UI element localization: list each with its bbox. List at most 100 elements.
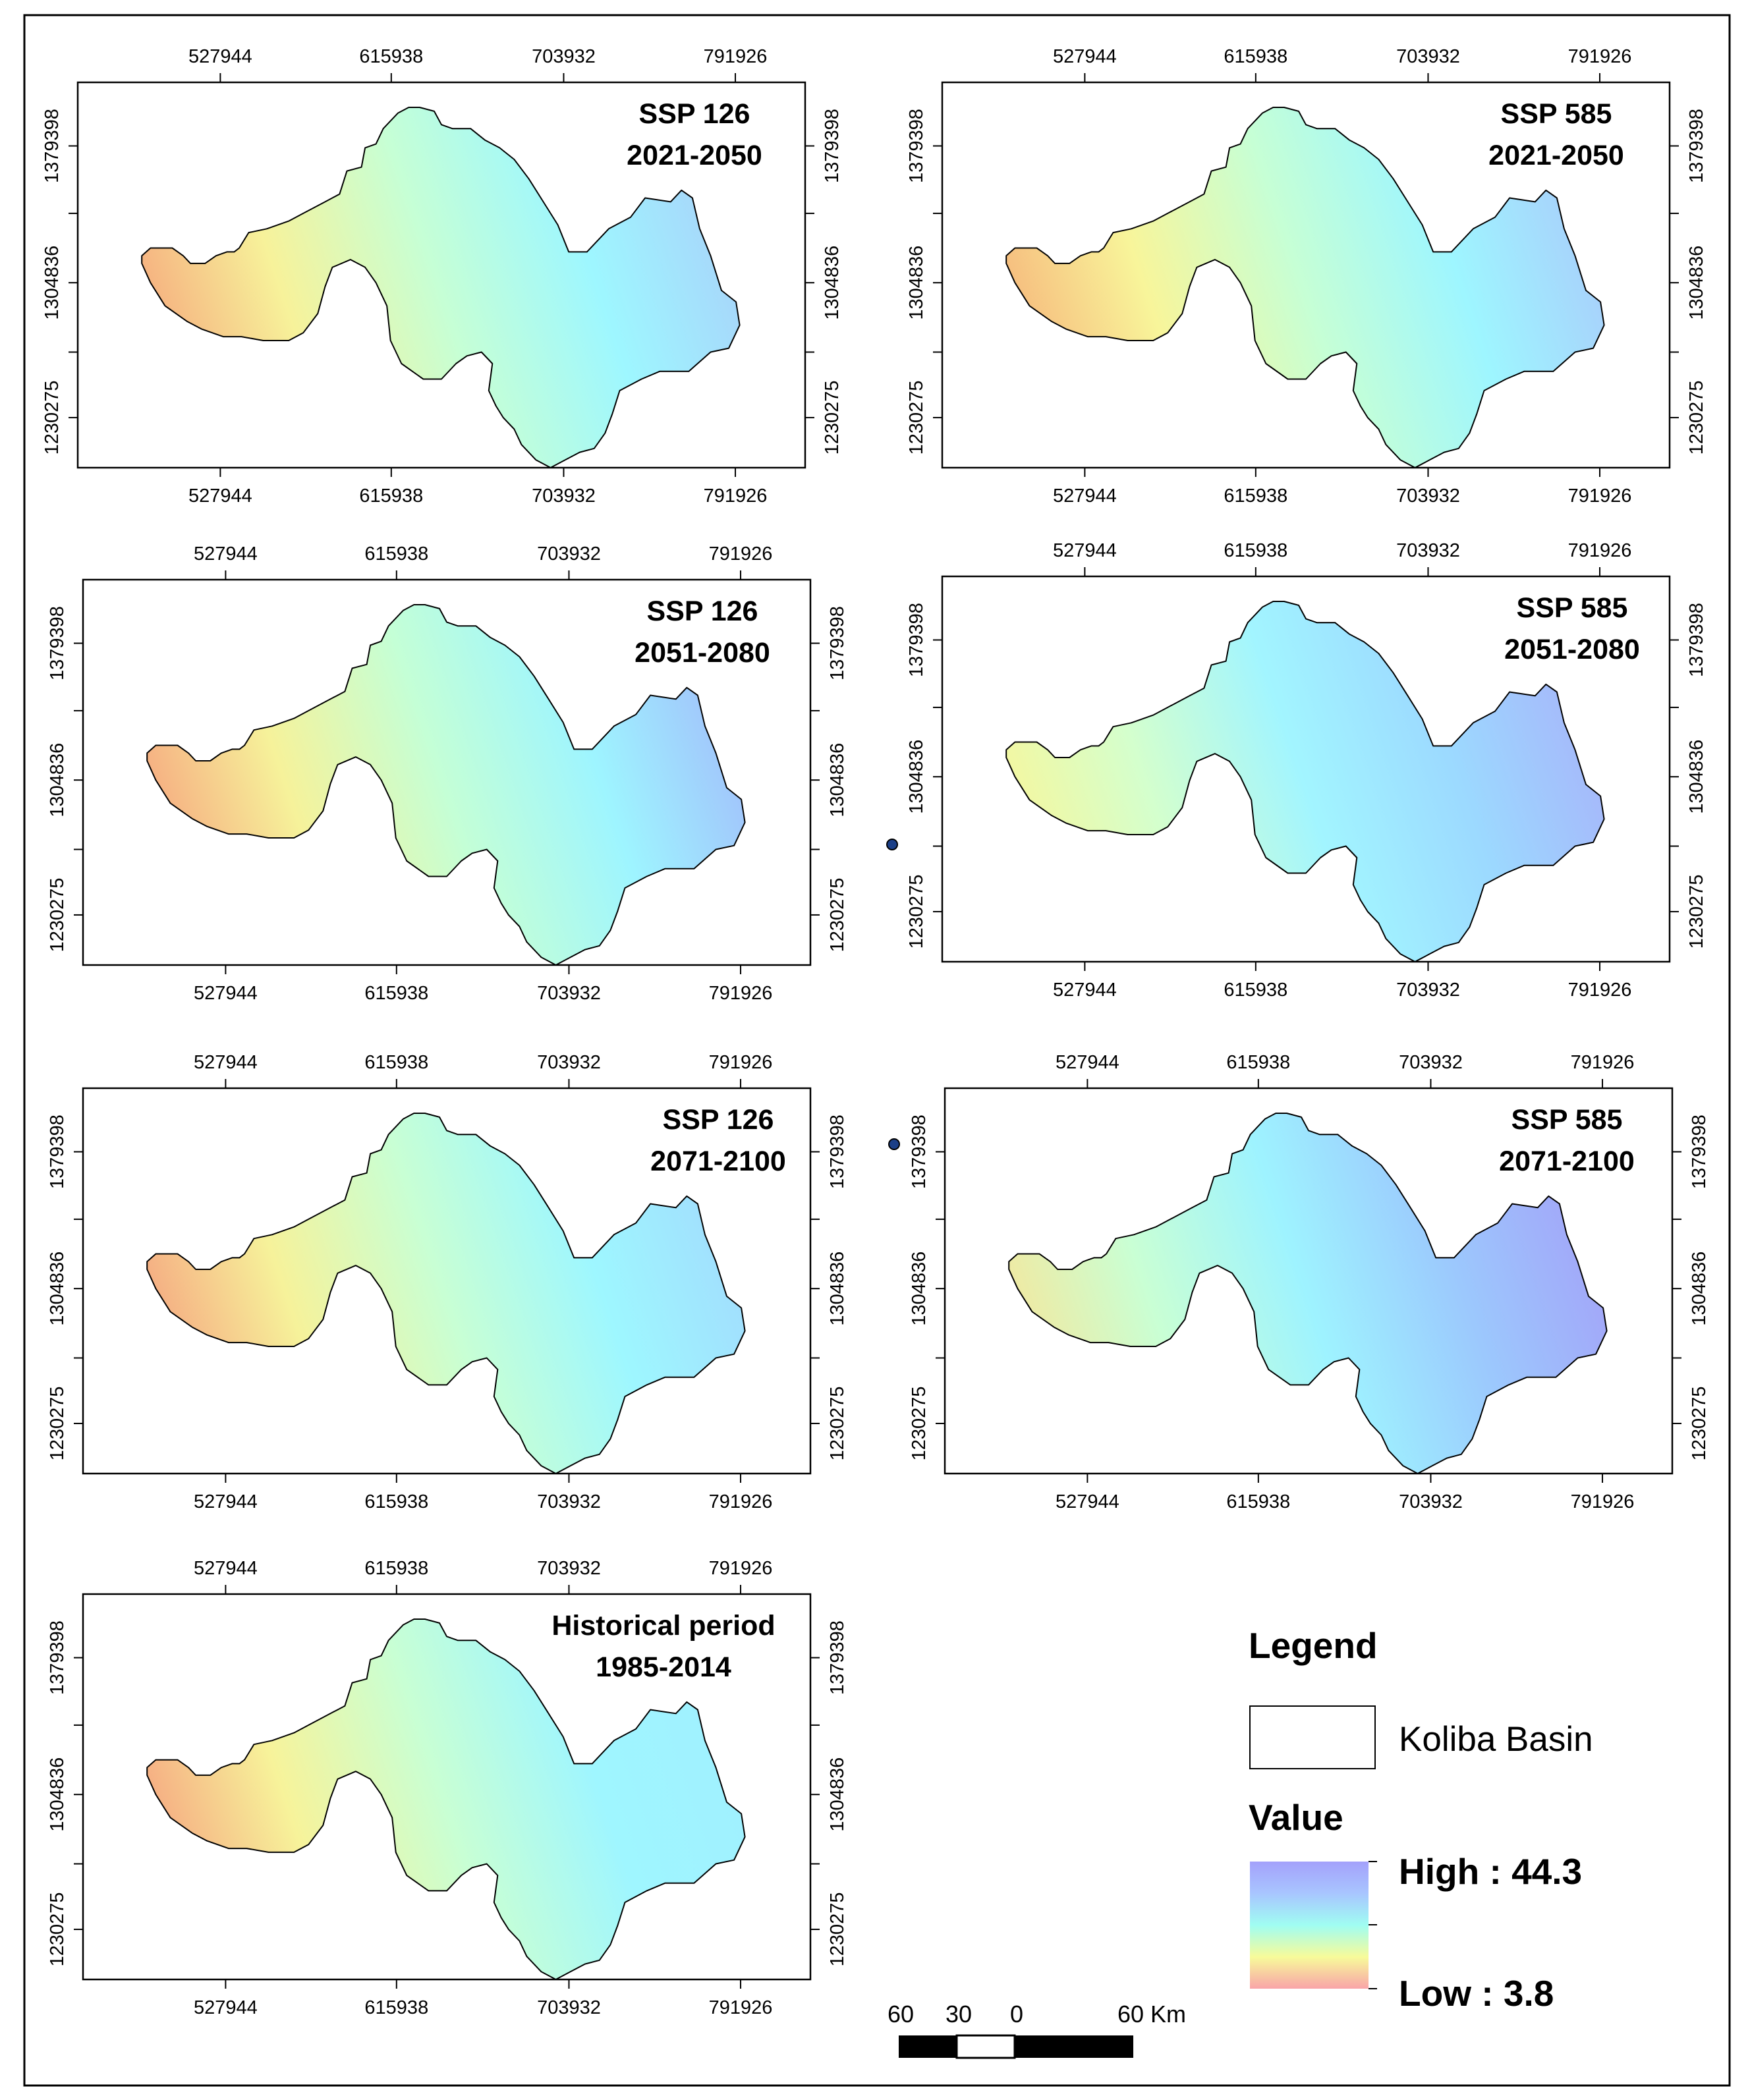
x-tick-label-bottom: 791926 (709, 1491, 773, 1512)
x-tick-label-bottom: 615938 (1224, 980, 1287, 1001)
panel-scenario-title: Historical period (551, 1610, 775, 1642)
panel-period-title: 2071-2100 (1499, 1146, 1635, 1177)
panel-scenario-title: SSP 585 (1517, 592, 1628, 624)
x-tick-label-bottom: 703932 (532, 485, 596, 507)
figure-border (23, 14, 1731, 2087)
x-tick-label-top: 615938 (364, 543, 428, 565)
scale-bar: 60 30 0 60 Km (888, 2001, 1186, 2059)
x-tick-label-bottom: 791926 (704, 485, 768, 507)
x-tick-label-top: 527944 (1056, 1052, 1119, 1073)
y-tick-label-right: 1230275 (1686, 380, 1707, 455)
x-tick-label-top: 791926 (1571, 1052, 1635, 1073)
x-tick-label-top: 527944 (194, 543, 258, 565)
x-tick-label-bottom: 703932 (1396, 980, 1460, 1001)
x-tick-label-top: 791926 (709, 1558, 773, 1579)
x-tick-label-top: 527944 (1053, 540, 1117, 561)
y-tick-label-left: 1230275 (42, 380, 63, 455)
x-tick-label-top: 703932 (532, 46, 596, 67)
panel-scenario-title: SSP 126 (647, 595, 758, 627)
legend-color-ramp (1250, 1862, 1369, 1989)
x-tick-label-bottom: 527944 (194, 1491, 258, 1512)
y-tick-label-right: 1379398 (827, 1115, 848, 1189)
x-tick-label-top: 527944 (188, 46, 252, 67)
x-tick-label-bottom: 527944 (194, 983, 258, 1004)
koliba-basin-shape (1005, 107, 1605, 468)
y-tick-label-left: 1379398 (909, 1115, 930, 1189)
y-tick-label-right: 1230275 (827, 1892, 848, 1966)
koliba-basin-shape (1005, 601, 1605, 962)
y-tick-label-left: 1304836 (42, 246, 63, 320)
y-tick-label-right: 1230275 (827, 877, 848, 952)
y-tick-label-left: 1230275 (906, 380, 927, 455)
x-tick-label-top: 615938 (364, 1052, 428, 1073)
y-tick-label-right: 1304836 (827, 1252, 848, 1326)
y-tick-label-right: 1379398 (1689, 1115, 1710, 1189)
x-tick-label-top: 615938 (364, 1558, 428, 1579)
y-tick-label-right: 1304836 (822, 246, 843, 320)
y-tick-label-right: 1304836 (1689, 1252, 1710, 1326)
x-tick-label-top: 791926 (1568, 46, 1632, 67)
panel-period-title: 2021-2050 (1488, 140, 1624, 171)
x-tick-label-bottom: 527944 (1053, 980, 1117, 1001)
x-tick-label-bottom: 791926 (709, 983, 773, 1004)
x-tick-label-bottom: 703932 (1399, 1491, 1463, 1512)
koliba-basin-shape (146, 1113, 746, 1474)
x-tick-label-top: 703932 (1396, 46, 1460, 67)
y-tick-label-left: 1304836 (909, 1252, 930, 1326)
y-tick-label-right: 1304836 (827, 1757, 848, 1832)
y-tick-label-left: 1230275 (906, 874, 927, 949)
panel-scenario-title: SSP 126 (639, 98, 750, 130)
x-tick-label-bottom: 615938 (364, 983, 428, 1004)
koliba-basin-shape (1008, 1113, 1608, 1474)
x-tick-label-top: 703932 (1399, 1052, 1463, 1073)
x-tick-label-top: 615938 (1224, 540, 1287, 561)
map-panel-7: 527944 527944 615938 615938 703932 703932 7919… (47, 1558, 848, 2018)
panel-period-title: 2051-2080 (635, 637, 770, 669)
y-tick-label-left: 1304836 (47, 743, 68, 817)
y-tick-label-right: 1379398 (827, 606, 848, 680)
legend-high-label: High : 44.3 (1399, 1851, 1582, 1892)
panel-period-title: 2051-2080 (1504, 634, 1640, 665)
x-tick-label-bottom: 615938 (1226, 1491, 1290, 1512)
legend-basin-label: Koliba Basin (1399, 1720, 1593, 1759)
x-tick-label-bottom: 791926 (1571, 1491, 1635, 1512)
y-tick-label-right: 1304836 (827, 743, 848, 817)
panel-period-title: 2071-2100 (650, 1146, 786, 1177)
y-tick-label-left: 1230275 (47, 1386, 68, 1460)
x-tick-label-bottom: 527944 (194, 1997, 258, 2018)
scale-label-km: 60 Km (1117, 2001, 1186, 2028)
x-tick-label-top: 703932 (537, 1558, 601, 1579)
x-tick-label-top: 527944 (194, 1558, 258, 1579)
scale-label-0: 0 (1010, 2001, 1023, 2028)
map-panel-3: 527944 527944 615938 615938 703932 703932 7919… (47, 543, 848, 1004)
y-tick-label-left: 1230275 (909, 1386, 930, 1460)
y-tick-label-right: 1304836 (1686, 740, 1707, 814)
x-tick-label-bottom: 703932 (537, 983, 601, 1004)
x-tick-label-top: 703932 (537, 1052, 601, 1073)
map-panel-6: 527944 527944 615938 615938 703932 703932 7919… (909, 1052, 1710, 1512)
y-tick-label-right: 1379398 (1686, 109, 1707, 183)
legend: Legend Koliba Basin Value High : 44.3 Lo… (1249, 1625, 1593, 2014)
x-tick-label-bottom: 527944 (1053, 485, 1117, 507)
legend-title: Legend (1249, 1625, 1378, 1666)
x-tick-label-top: 615938 (1224, 46, 1287, 67)
y-tick-label-left: 1230275 (47, 877, 68, 952)
y-tick-label-left: 1379398 (47, 1620, 68, 1695)
panel-scenario-title: SSP 585 (1511, 1104, 1623, 1136)
x-tick-label-top: 615938 (359, 46, 423, 67)
map-panel-2: 527944 527944 615938 615938 703932 703932 7919… (906, 46, 1707, 507)
y-tick-label-left: 1304836 (47, 1757, 68, 1832)
y-tick-label-right: 1379398 (822, 109, 843, 183)
x-tick-label-bottom: 615938 (1224, 485, 1287, 507)
x-tick-label-bottom: 703932 (537, 1997, 601, 2018)
y-tick-label-left: 1304836 (47, 1252, 68, 1326)
x-tick-label-top: 791926 (709, 543, 773, 565)
x-tick-label-top: 703932 (537, 543, 601, 565)
map-panel-5: 527944 527944 615938 615938 703932 703932 7919… (47, 1052, 848, 1512)
x-tick-label-top: 527944 (1053, 46, 1117, 67)
koliba-basin-shape (146, 604, 746, 966)
x-tick-label-top: 791926 (704, 46, 768, 67)
y-tick-label-right: 1230275 (822, 380, 843, 455)
y-tick-label-right: 1230275 (1686, 874, 1707, 949)
